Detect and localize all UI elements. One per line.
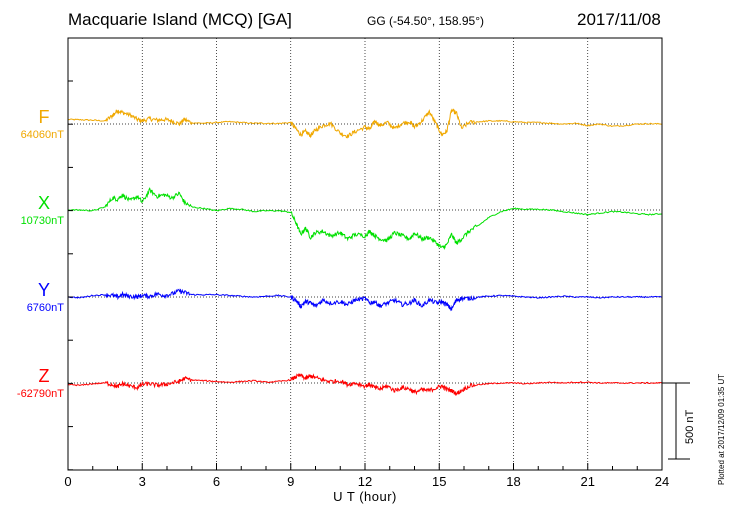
x-tick-label: 0 — [64, 474, 71, 489]
x-tick-label: 21 — [581, 474, 595, 489]
x-tick-label: 15 — [432, 474, 446, 489]
channel-f-baseline: 64060nT — [20, 129, 64, 141]
channel-y-label: Y — [37, 280, 50, 300]
channel-z-baseline: -62790nT — [16, 388, 64, 400]
x-tick-label: 18 — [506, 474, 520, 489]
plotted-timestamp: Plotted at 2017/12/09 01:35 UT — [717, 373, 726, 485]
x-tick-label: 3 — [139, 474, 146, 489]
channel-x-label: X — [37, 193, 50, 213]
series-x-line — [67, 187, 663, 250]
station-title: Macquarie Island (MCQ) [GA] — [68, 10, 292, 29]
scale-label: 500 nT — [684, 409, 696, 444]
channel-x-baseline: 10730nT — [20, 215, 64, 227]
channel-f-label: F — [38, 107, 50, 127]
channel-y-baseline: 6760nT — [26, 302, 64, 314]
x-tick-label: 6 — [213, 474, 220, 489]
x-tick-label: 24 — [655, 474, 669, 489]
series-group — [67, 108, 663, 396]
date-label: 2017/11/08 — [577, 10, 661, 29]
x-tick-label: 9 — [287, 474, 294, 489]
x-tick-label: 12 — [358, 474, 372, 489]
x-ticks: 0 3 6 9 12 15 18 21 24 — [64, 80, 669, 489]
series-f-line — [67, 108, 663, 139]
series-y-line — [67, 288, 662, 312]
scale-bar — [662, 382, 690, 460]
x-axis-label: U T (hour) — [333, 489, 397, 504]
coordinates-label: GG (-54.50°, 158.95°) — [367, 14, 484, 28]
grid — [68, 38, 662, 470]
series-z-line — [67, 373, 663, 396]
channel-z-label: Z — [38, 366, 50, 386]
